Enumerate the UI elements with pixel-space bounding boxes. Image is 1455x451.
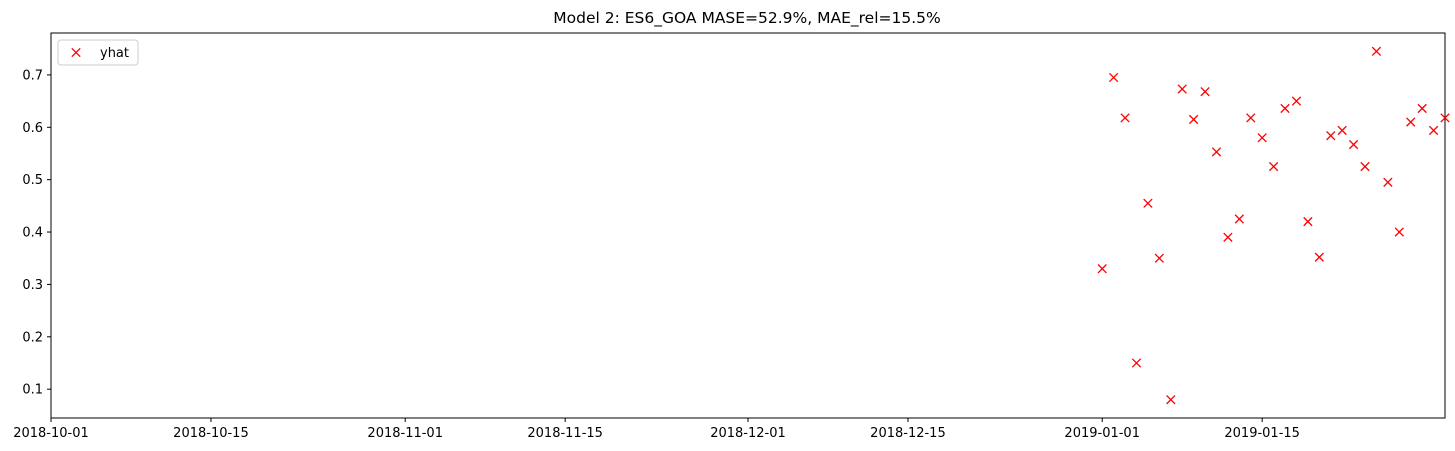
legend-marker-icon [71, 47, 81, 58]
x-tick-label: 2019-01-01 [1064, 426, 1140, 441]
x-tick-label: 2018-12-15 [870, 426, 946, 441]
data-point [1303, 216, 1313, 227]
y-tick-label: 0.5 [22, 173, 43, 188]
data-points [1097, 46, 1450, 405]
data-point [1291, 96, 1302, 106]
data-point [1406, 117, 1416, 127]
x-axis: 2018-10-01 2018-10-15 2018-11-01 2018-11-15… [13, 418, 1300, 441]
y-tick-label: 0.1 [22, 383, 43, 398]
data-point [1120, 113, 1130, 123]
y-tick-label: 0.4 [22, 226, 43, 241]
data-point [1314, 252, 1324, 262]
x-tick-label: 2018-10-01 [13, 426, 89, 441]
y-tick-label: 0.6 [22, 121, 43, 136]
data-point [1234, 214, 1244, 224]
y-tick-label: 0.7 [22, 68, 43, 83]
x-tick-label: 2018-10-15 [173, 426, 249, 441]
data-point [1188, 114, 1199, 125]
data-point [1211, 147, 1222, 157]
data-point [1326, 131, 1336, 141]
x-tick-label: 2019-01-15 [1224, 426, 1300, 441]
data-point [1177, 84, 1187, 94]
legend-box [57, 39, 139, 66]
y-tick-label: 0.3 [22, 278, 43, 293]
data-point [1440, 113, 1450, 123]
data-point [1154, 253, 1165, 263]
data-point [1200, 87, 1210, 97]
plot-frame [50, 32, 1446, 419]
legend: yhat [57, 39, 139, 66]
data-point [1417, 103, 1427, 114]
y-axis: 0.1 0.2 0.3 0.4 0.5 0.6 0.7 [22, 68, 51, 398]
data-point [1383, 177, 1393, 187]
x-tick-label: 2018-11-01 [367, 426, 443, 441]
data-point [1280, 103, 1290, 114]
data-point [1360, 161, 1370, 172]
legend-label: yhat [100, 46, 129, 61]
data-point [1246, 113, 1256, 123]
data-point [1348, 139, 1359, 150]
data-point [1257, 133, 1267, 143]
data-point [1428, 125, 1439, 136]
data-point [1143, 198, 1153, 208]
data-point [1166, 395, 1176, 405]
data-point [1223, 232, 1233, 242]
y-tick-label: 0.2 [22, 330, 43, 345]
legend-marker [71, 47, 81, 58]
data-point [1108, 72, 1119, 83]
chart-title: Model 2: ES6_GOA MASE=52.9%, MAE_rel=15.… [553, 9, 941, 28]
data-point [1337, 125, 1347, 136]
data-point [1371, 46, 1382, 56]
data-point [1097, 264, 1107, 274]
x-tick-label: 2018-12-01 [710, 426, 786, 441]
data-point [1131, 358, 1142, 368]
data-point [1268, 161, 1279, 172]
data-point [1394, 227, 1404, 237]
x-tick-label: 2018-11-15 [527, 426, 603, 441]
